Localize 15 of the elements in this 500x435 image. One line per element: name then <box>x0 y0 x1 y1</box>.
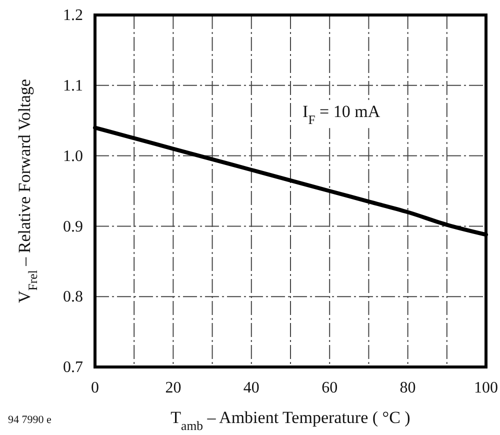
x-axis-title: T$_{amb}$ – Ambient Temperature ( °C ) <box>170 408 410 433</box>
y-tick-label: 1.2 <box>63 7 83 24</box>
annotation: I$_{F}$ = 10 mA <box>302 102 381 128</box>
y-tick-label: 0.8 <box>63 288 83 306</box>
x-tick-label: 20 <box>165 379 182 396</box>
x-tick-label: 60 <box>322 379 338 396</box>
x-tick-label: 0 <box>91 379 99 396</box>
y-tick-label: 0.9 <box>63 218 83 236</box>
y-tick-label: 1.0 <box>63 148 83 165</box>
text: 94 7990 e <box>8 414 52 426</box>
y-tick-label: 0.7 <box>63 359 83 376</box>
y-tick-label: 1.1 <box>63 78 83 95</box>
x-tick-label: 80 <box>400 379 416 396</box>
x-tick-label: 100 <box>474 379 498 396</box>
x-tick-label: 40 <box>243 379 260 396</box>
